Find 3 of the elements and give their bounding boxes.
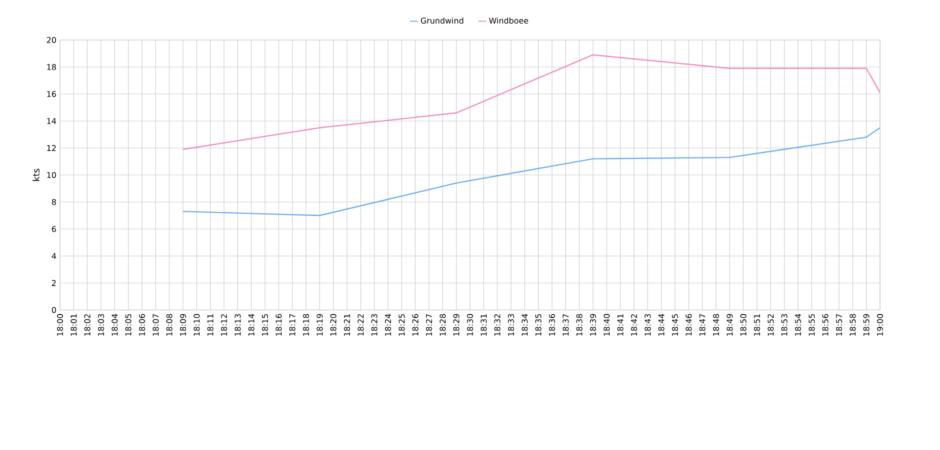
- line-series: [182, 127, 880, 216]
- line-series: [182, 54, 880, 150]
- y-axis-title: kts: [32, 168, 40, 181]
